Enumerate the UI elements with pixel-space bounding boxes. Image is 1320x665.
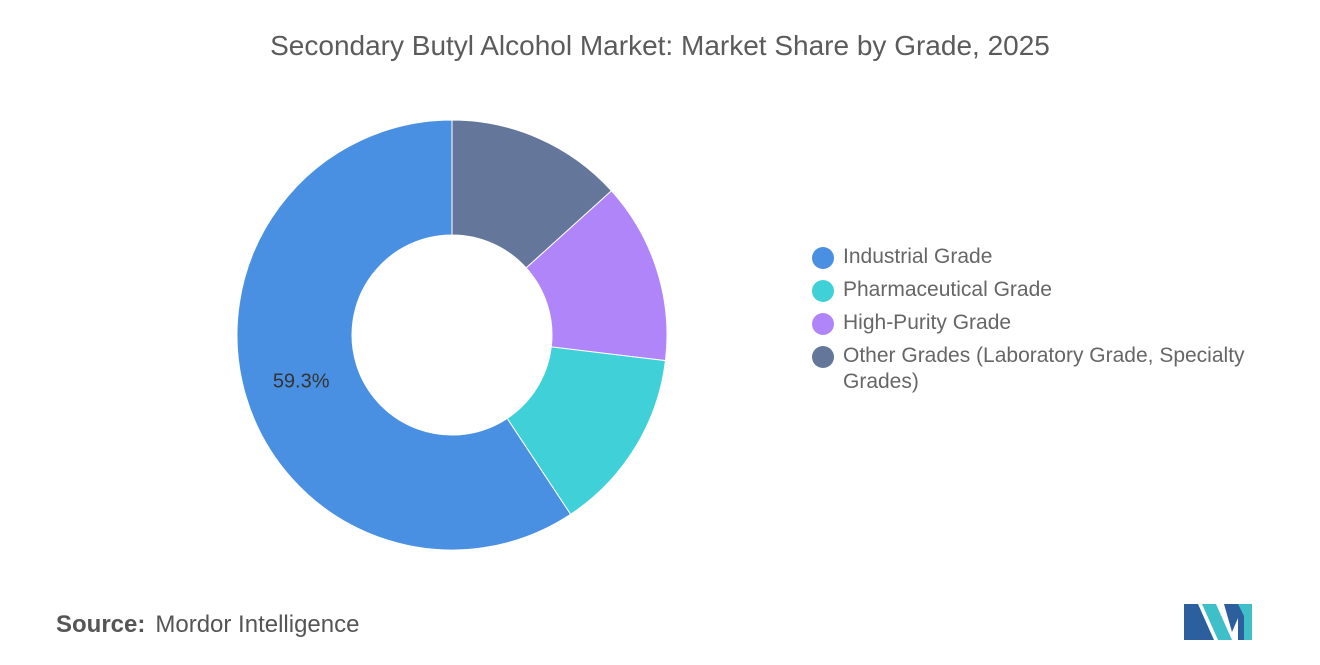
logo-shape-left xyxy=(1184,604,1214,640)
legend-swatch xyxy=(812,346,834,368)
legend-item: Industrial Grade xyxy=(812,244,1292,270)
legend-item: Pharmaceutical Grade xyxy=(812,277,1292,303)
slice-high-purity-grade xyxy=(525,190,668,362)
logo-shape-mid xyxy=(1202,604,1232,640)
legend-item: High-Purity Grade xyxy=(812,310,1292,336)
source-value: Mordor Intelligence xyxy=(155,611,360,638)
data-label: 59.3% xyxy=(273,370,330,392)
legend: Industrial Grade Pharmaceutical Grade High… xyxy=(812,244,1292,402)
legend-label: Industrial Grade xyxy=(843,245,993,268)
mordor-intelligence-logo xyxy=(1184,604,1252,640)
slice-pharmaceutical-grade xyxy=(506,346,667,516)
logo-shape-accent xyxy=(1238,604,1252,640)
chart-title: Secondary Butyl Alcohol Market: Market S… xyxy=(270,30,1050,61)
source-label: Source: xyxy=(56,611,146,638)
legend-label: Pharmaceutical Grade xyxy=(843,278,1052,301)
legend-swatch xyxy=(812,280,834,302)
legend-swatch xyxy=(812,313,834,335)
slice-industrial-grade xyxy=(236,119,572,551)
source-line: Source: Mordor Intelligence xyxy=(56,611,359,639)
legend-label: High-Purity Grade xyxy=(843,311,1012,334)
legend-swatch xyxy=(812,247,834,269)
legend-item: Other Grades (Laboratory Grade, Specialt… xyxy=(812,343,1292,395)
legend-label: Other Grades (Laboratory Grade, Specialt… xyxy=(843,344,1245,393)
